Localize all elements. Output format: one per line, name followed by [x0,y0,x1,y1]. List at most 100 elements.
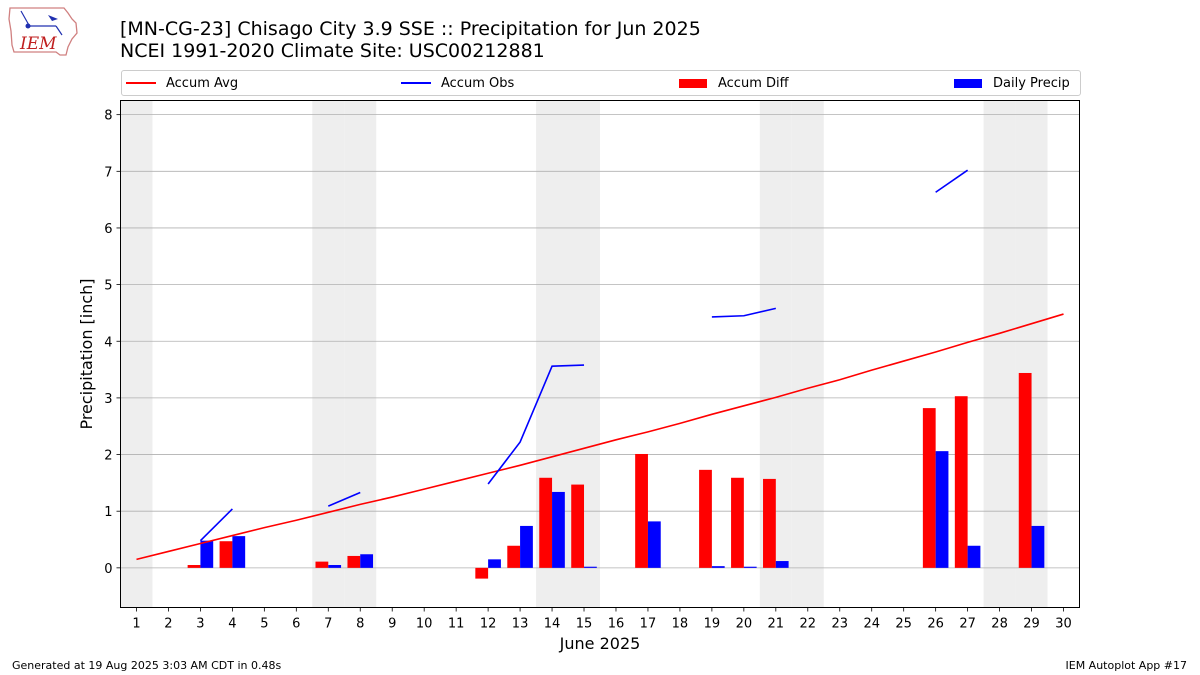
weekend-shade-day-7 [312,100,345,608]
x-tick-label: 17 [640,617,657,632]
accum-diff-bar [315,561,329,568]
x-tick-label: 6 [292,617,300,632]
x-axis-label: June 2025 [559,634,641,653]
x-tick-label: 5 [260,617,268,632]
legend: Accum Avg Accum Obs Accum Diff Daily Pre… [121,70,1081,96]
accum-diff-bar [539,477,553,568]
x-tick-label: 9 [388,617,396,632]
bars [187,372,1045,579]
weekend-shade-day-28 [983,100,1016,608]
y-tick-label: 8 [104,109,112,124]
y-tick-label: 6 [104,222,112,237]
legend-swatch-daily-precip [954,78,982,88]
accum-obs-line [487,364,585,485]
legend-item-accum-diff: Accum Diff [679,71,789,95]
x-tick-label: 16 [608,617,625,632]
accum-obs-line [711,307,776,318]
daily-precip-bar [647,521,661,568]
chart-title: [MN-CG-23] Chisago City 3.9 SSE :: Preci… [120,18,701,40]
legend-swatch-accum-avg [126,82,156,84]
daily-precip-bar [328,565,342,568]
x-tick-label: 14 [544,617,561,632]
accum-diff-bar [187,565,201,568]
lines [136,169,1064,561]
y-axis-label: Precipitation [inch] [77,278,96,429]
accum-diff-bar [699,469,712,568]
legend-swatch-accum-diff [679,78,707,88]
accum-diff-bar [635,453,648,568]
logo-text: IEM [19,34,57,54]
x-tick-label: 2 [164,617,172,632]
x-tick-label: 29 [1023,617,1040,632]
x-tick-label: 23 [831,617,848,632]
chart-subtitle: NCEI 1991-2020 Climate Site: USC00212881 [120,40,545,62]
x-tick-label: 19 [704,617,721,632]
x-tick-label: 28 [991,617,1008,632]
x-tick-label: 21 [768,617,785,632]
accum-diff-bar [219,541,233,568]
y-tick-label: 5 [104,279,112,294]
accum-diff-bar [954,396,968,568]
y-tick-label: 0 [104,562,112,577]
y-tick-label: 4 [104,335,112,350]
x-tick-label: 11 [448,617,465,632]
iem-logo: IEM [6,5,82,59]
daily-precip-bar [552,491,565,568]
daily-precip-bar [360,554,374,568]
accum-obs-line [199,508,233,542]
plot-frame [120,100,1080,608]
daily-precip-bar [775,561,789,568]
accum-avg-line [136,313,1064,561]
accum-diff-bar [571,484,585,568]
x-tick-label: 4 [228,617,236,632]
footer-generated: Generated at 19 Aug 2025 3:03 AM CDT in … [12,659,282,672]
daily-precip-bar [1031,525,1045,568]
accum-diff-bar [731,477,744,568]
x-tick-label: 13 [512,617,529,632]
accum-obs-line [935,169,969,193]
weekend-shade-day-8 [344,100,377,608]
daily-precip-bar [967,545,981,568]
x-tick-label: 15 [576,617,593,632]
legend-label-accum-diff: Accum Diff [718,75,789,91]
daily-precip-bar [584,566,597,568]
x-tick-label: 8 [356,617,364,632]
x-tick-label: 18 [672,617,689,632]
x-tick-label: 26 [927,617,944,632]
accum-obs-line [327,491,361,507]
y-tick-label: 1 [104,505,112,520]
x-tick-label: 12 [480,617,497,632]
x-tick-label: 24 [863,617,880,632]
x-tick-label: 10 [416,617,433,632]
x-tick-label: 20 [736,617,753,632]
y-tick-label: 2 [104,449,112,464]
daily-precip-bar [935,451,949,568]
footer-app: IEM Autoplot App #17 [1065,659,1188,672]
legend-label-accum-obs: Accum Obs [441,75,515,91]
daily-precip-bar [200,540,214,568]
accum-diff-bar [922,408,936,568]
daily-precip-bar [232,536,246,568]
x-tick-label: 22 [800,617,817,632]
x-tick-label: 27 [959,617,976,632]
daily-precip-bar [711,566,725,568]
x-tick-label: 1 [132,617,140,632]
legend-item-accum-obs: Accum Obs [401,71,514,95]
legend-label-daily-precip: Daily Precip [993,75,1070,91]
accum-diff-bar [1018,372,1032,568]
accum-diff-bar [347,555,361,568]
accum-diff-bar [763,478,776,568]
daily-precip-bar [520,525,533,568]
x-tick-label: 3 [196,617,204,632]
grid-lines [120,114,1080,569]
daily-precip-bar [743,566,757,568]
weekend-shade-day-22 [791,100,824,608]
accum-diff-bar [475,567,489,579]
x-tick-label: 30 [1055,617,1072,632]
weekend-shade-day-1 [120,100,153,608]
daily-precip-bar [488,559,501,568]
accum-diff-bar [507,545,521,568]
legend-item-daily-precip: Daily Precip [954,71,1070,95]
